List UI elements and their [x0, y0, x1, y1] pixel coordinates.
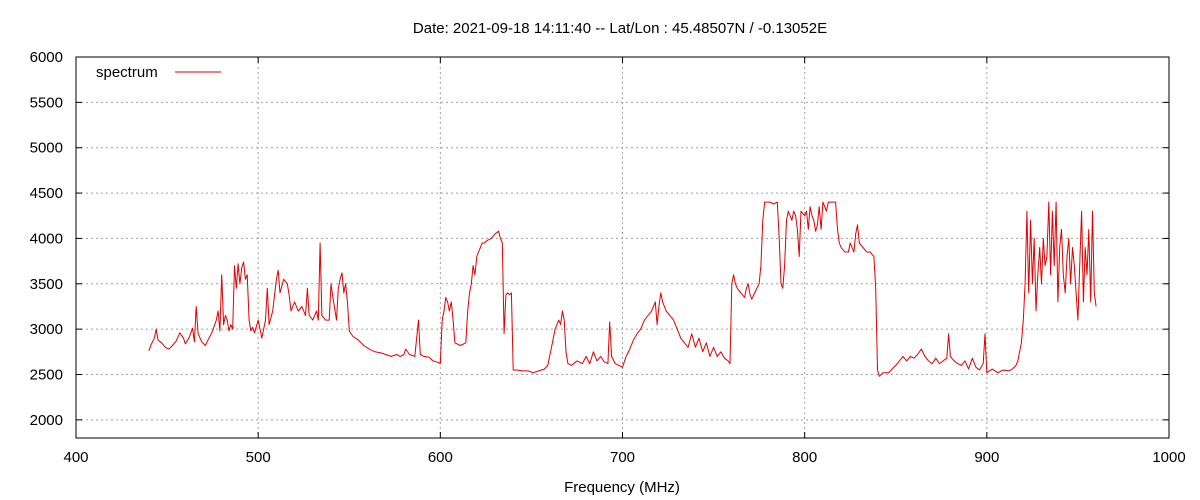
y-tick-label: 6000 [30, 49, 63, 66]
series-line-spectrum [148, 201, 1097, 377]
legend: spectrum [96, 64, 221, 81]
y-tick-label: 3500 [30, 276, 63, 293]
x-tick-label: 400 [63, 449, 88, 466]
y-tick-label: 5000 [30, 140, 63, 157]
x-tick-label: 600 [428, 449, 453, 466]
y-tick-label: 4000 [30, 230, 63, 247]
y-tick-label: 2000 [30, 412, 63, 429]
ticks-layer: 400 500 600 700 800 900 1000 2000 2500 3000 3500 40… [30, 49, 1186, 466]
x-axis-label: Frequency (MHz) [564, 479, 680, 496]
legend-label-spectrum: spectrum [96, 64, 158, 81]
x-tick-label: 500 [246, 449, 271, 466]
series-layer [148, 201, 1097, 377]
y-tick-label: 5500 [30, 94, 63, 111]
x-tick-label: 1000 [1152, 449, 1185, 466]
y-tick-label: 4500 [30, 185, 63, 202]
x-tick-label: 900 [974, 449, 999, 466]
plot-frame [75, 56, 1170, 439]
grid-layer [76, 57, 1169, 438]
y-tick-label: 3000 [30, 321, 63, 338]
y-tick-label: 2500 [30, 367, 63, 384]
chart-title: Date: 2021-09-18 14:11:40 -- Lat/Lon : 4… [413, 20, 827, 37]
x-tick-label: 800 [792, 449, 817, 466]
x-tick-label: 700 [610, 449, 635, 466]
